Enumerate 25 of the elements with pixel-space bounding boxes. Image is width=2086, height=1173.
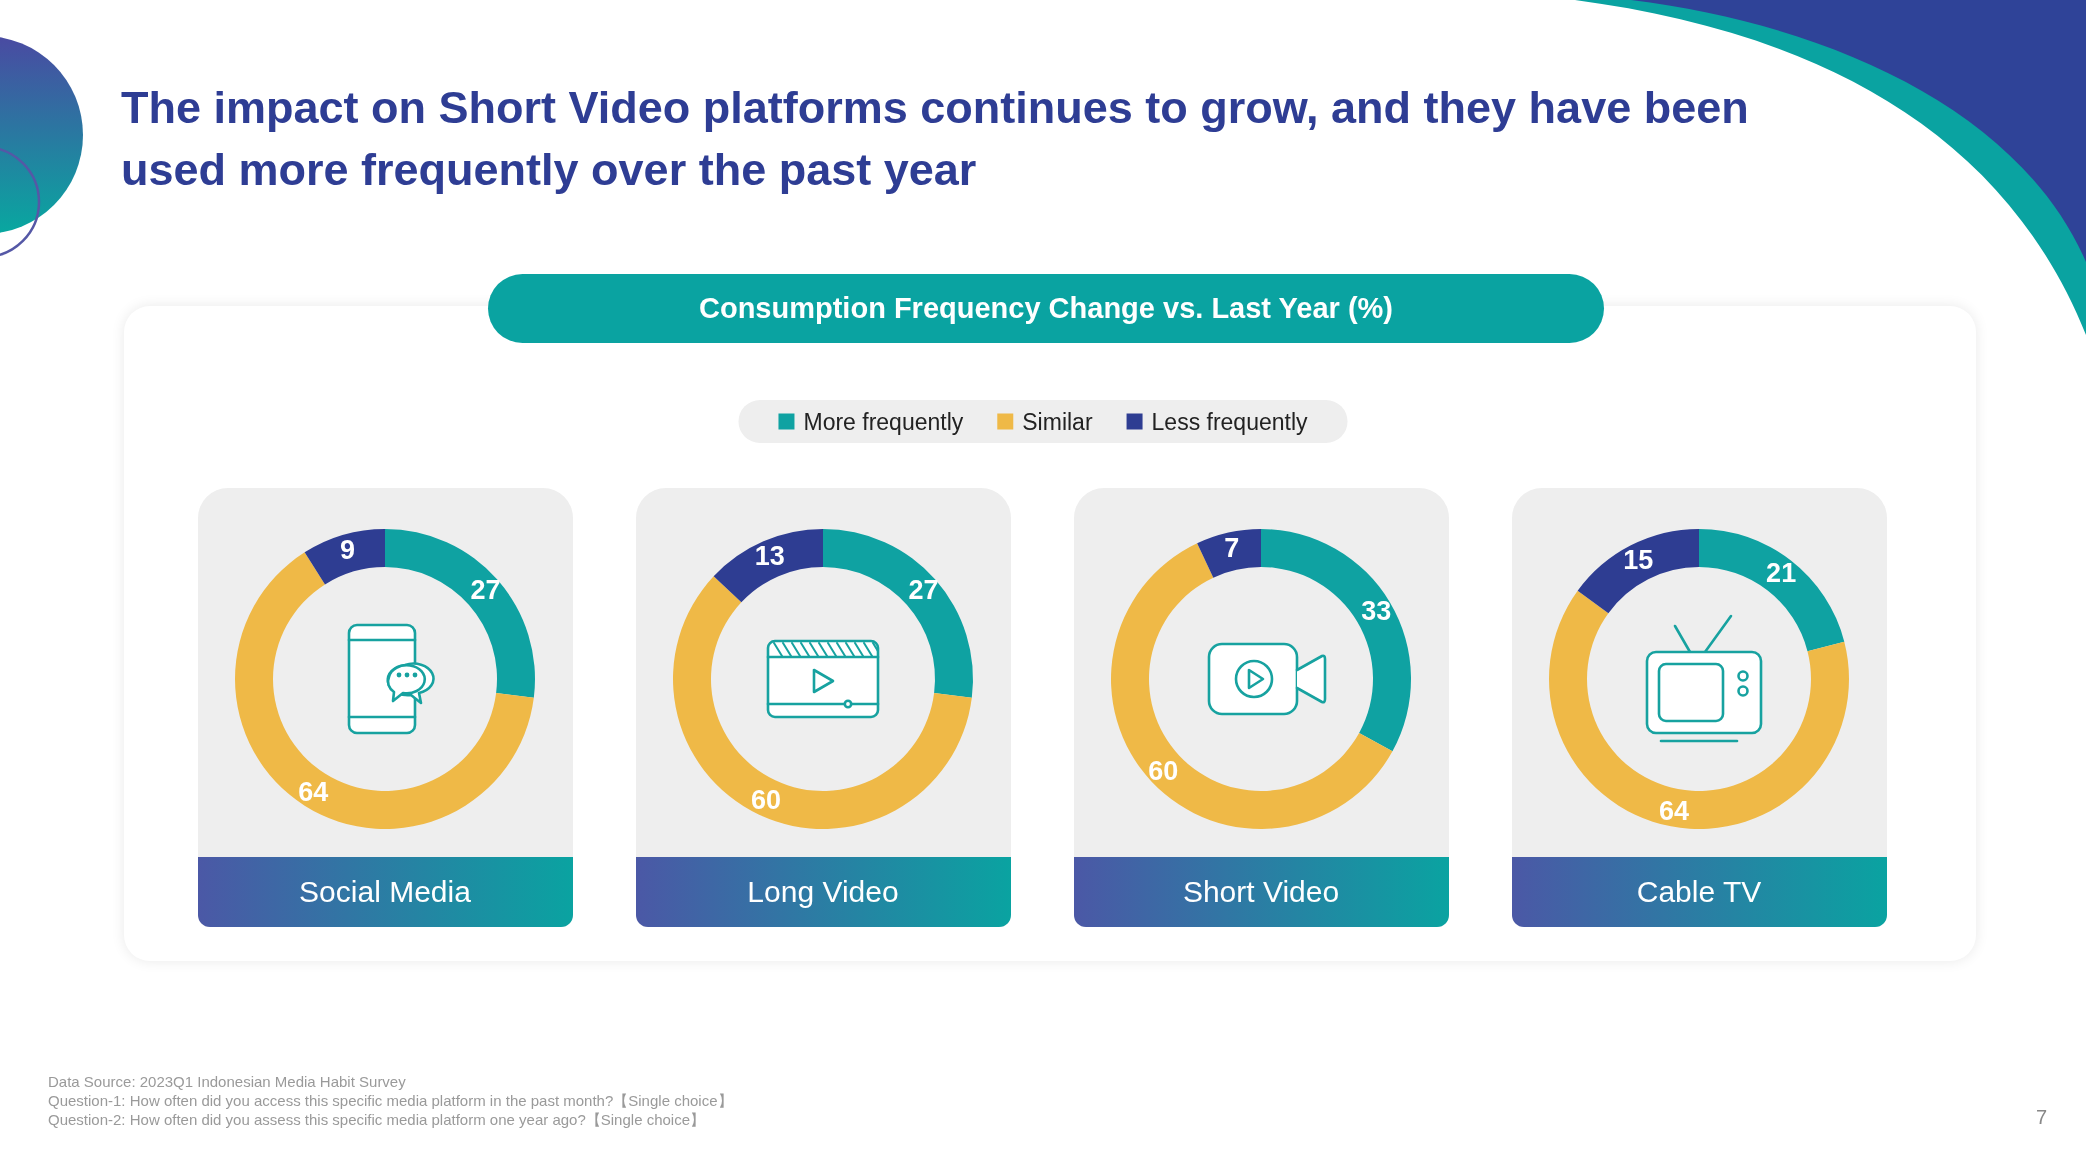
data-label: 64	[1658, 795, 1689, 826]
data-label: 15	[1623, 544, 1654, 575]
legend-label: Similar	[1022, 408, 1093, 435]
slice-label: Social Media	[299, 875, 471, 909]
slice-label: Short Video	[1182, 875, 1340, 909]
data-label: 64	[298, 777, 329, 808]
data-label: 9	[340, 535, 356, 566]
data-label: 27	[908, 575, 939, 606]
source-note: Data Source: 2023Q1 Indonesian Media Habit Survey	[48, 1072, 407, 1091]
chart-title: The impact on Short Video platforms continues to grow, and they have been used more frequently over the past year	[121, 81, 1750, 197]
data-label: 60	[1148, 755, 1179, 786]
legend-label: Less frequently	[1151, 408, 1309, 435]
legend-label: More frequently	[803, 408, 964, 435]
data-label: 21	[1766, 558, 1797, 589]
chart-subtitle: Consumption Frequency Change vs. Last Year (%)	[698, 292, 1393, 325]
data-label: 7	[1224, 533, 1240, 564]
data-label: 60	[750, 785, 781, 816]
slice-label: Cable TV	[1636, 875, 1762, 909]
text: Question-1: How often did you access this specific media platform in the past month?【Single choice】	[48, 1091, 733, 1110]
slice-label: Long Video	[747, 875, 899, 909]
data-label: 33	[1361, 595, 1392, 626]
data-label: 13	[754, 541, 785, 572]
text: 7	[2036, 1106, 2048, 1129]
data-label: 27	[470, 575, 501, 606]
text: Question-2: How often did you assess this specific media platform one year ago?【Single choice】	[48, 1110, 706, 1129]
